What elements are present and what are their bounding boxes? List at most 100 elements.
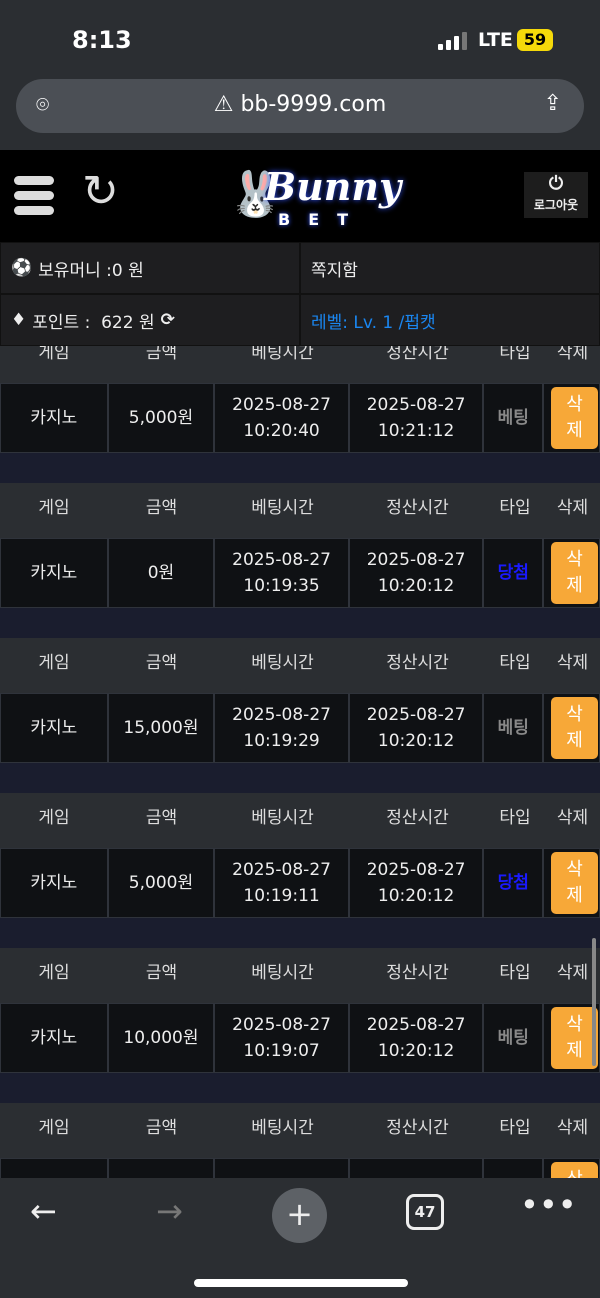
- column-header: 정산시간: [386, 963, 449, 983]
- settle-date: 2025-08-27: [366, 860, 466, 880]
- messages-link[interactable]: 쪽지함: [300, 242, 600, 294]
- logo[interactable]: 🐰 Bunny BET: [228, 160, 401, 232]
- column-header: 금액: [145, 808, 178, 828]
- settle-date: 2025-08-27: [366, 550, 466, 570]
- game-cell: [1, 1159, 107, 1178]
- column-header: 정산시간: [386, 1118, 449, 1138]
- column-header: 게임: [38, 653, 70, 673]
- column-header: 정산시간: [386, 653, 449, 673]
- amount-cell: 5,000원: [108, 384, 214, 452]
- settle-time-cell: 2025-08-27 10:20:12: [349, 849, 483, 917]
- account-info: ⚽ 보유머니 :0 원 쪽지함 ♦ 포인트 : 622 원 ⟳ 레벨: Lv. 1 /…: [0, 242, 600, 346]
- power-icon: ⏻: [548, 173, 564, 194]
- delete-cell: 삭 제: [544, 849, 599, 917]
- bet-time: 10:19:07: [243, 1041, 320, 1061]
- bet-time: 10:19:35: [243, 576, 320, 596]
- type-cell: 베팅: [484, 384, 543, 452]
- column-header: 게임: [38, 808, 70, 828]
- settle-date: 2025-08-27: [366, 705, 466, 725]
- type-cell: [484, 1159, 543, 1178]
- record-header: 게임 금액 베팅시간 정산시간 타입 삭제: [0, 948, 600, 1003]
- record-header: 게임 금액 베팅시간 정산시간 타입 삭제: [0, 483, 600, 538]
- game-cell: 카지노: [1, 694, 107, 762]
- delete-cell: 삭 제: [544, 1004, 599, 1072]
- record-header: 게임 금액 베팅시간 정산시간 타입 삭제: [0, 638, 600, 693]
- column-header: 게임: [38, 343, 70, 363]
- table-row: 카지노 0원 2025-08-27 10:19:35 2025-08-27 10:20:1…: [0, 538, 600, 608]
- amount-cell: [108, 1159, 214, 1178]
- ball-icon: ⚽: [11, 258, 33, 278]
- bet-record: 게임 금액 베팅시간 정산시간 타입 삭제 카지노 5,000원 2025-08-27 10:19…: [0, 793, 600, 948]
- bet-time-cell: 2025-08-27 10:19:11: [215, 849, 348, 917]
- bet-record: 게임 금액 베팅시간 정산시간 타입 삭제 카지노 10,000원 2025-08-27 10:1…: [0, 948, 600, 1103]
- url-text[interactable]: ⚠ bb-9999.com: [213, 92, 387, 117]
- column-header: 정산시간: [386, 343, 449, 363]
- delete-button[interactable]: 삭 제: [551, 542, 599, 604]
- record-header: 게임 금액 베팅시간 정산시간 타입 삭제: [0, 1103, 600, 1158]
- signal-icon: [438, 32, 467, 50]
- record-header: 게임 금액 베팅시간 정산시간 타입 삭제: [0, 328, 600, 383]
- lens-icon[interactable]: ⌾: [36, 93, 50, 118]
- column-header: 베팅시간: [251, 963, 314, 983]
- amount-cell: 10,000원: [108, 1004, 214, 1072]
- back-icon[interactable]: ←: [30, 1192, 57, 1230]
- points-refresh-icon[interactable]: ⟳: [160, 310, 175, 330]
- column-header: 삭제: [556, 498, 589, 518]
- delete-button[interactable]: 삭 제: [551, 387, 599, 449]
- top-nav: ↻ 🐰 Bunny BET ⏻ 로그아웃: [0, 150, 600, 242]
- column-header: 삭제: [556, 963, 589, 983]
- money-label: 보유머니 :0 원: [38, 260, 144, 281]
- table-row: 카지노 15,000원 2025-08-27 10:19:29 2025-08-27 10…: [0, 693, 600, 763]
- type-cell: 베팅: [484, 1004, 543, 1072]
- messages-label: 쪽지함: [311, 260, 358, 281]
- column-header: 베팅시간: [251, 808, 314, 828]
- logout-button[interactable]: ⏻ 로그아웃: [524, 172, 588, 218]
- bet-time: 10:20:40: [243, 421, 320, 441]
- settle-time: 10:21:12: [377, 421, 455, 441]
- delete-cell: 삭 제: [544, 1159, 599, 1178]
- bet-record: 게임 금액 베팅시간 정산시간 타입 삭제 카지노 0원 2025-08-27 10:19:35 2…: [0, 483, 600, 638]
- delete-button[interactable]: 삭 제: [551, 697, 599, 759]
- logo-text: Bunny: [264, 164, 402, 209]
- settle-time: 10:20:12: [377, 886, 455, 906]
- table-row: 2025-08-272025-08-27 삭 제: [0, 1158, 600, 1178]
- delete-button[interactable]: 삭 제: [551, 1007, 599, 1069]
- column-header: 금액: [145, 963, 178, 983]
- column-header: 타입: [499, 808, 531, 828]
- bet-time-cell: 2025-08-27 10:19:35: [215, 539, 348, 607]
- column-header: 금액: [145, 343, 178, 363]
- delete-cell: 삭 제: [544, 384, 599, 452]
- delete-button[interactable]: 삭 제: [551, 1162, 599, 1178]
- logout-label: 로그아웃: [533, 198, 579, 212]
- settle-date: 2025-08-27: [366, 395, 466, 415]
- column-header: 타입: [499, 963, 531, 983]
- bet-time-cell: 2025-08-27 10:19:29: [215, 694, 348, 762]
- column-header: 금액: [145, 1118, 178, 1138]
- menu-icon[interactable]: [14, 176, 54, 221]
- settle-time-cell: 2025-08-27 10:20:12: [349, 1004, 483, 1072]
- column-header: 금액: [145, 498, 178, 518]
- address-bar[interactable]: ⌾ ⚠ bb-9999.com ⇪: [16, 79, 584, 133]
- url: bb-9999.com: [240, 92, 387, 117]
- bet-time-cell: 2025-08-27 10:19:07: [215, 1004, 348, 1072]
- column-header: 정산시간: [386, 498, 449, 518]
- more-icon[interactable]: •••: [520, 1186, 577, 1224]
- settle-time: 10:20:12: [377, 576, 455, 596]
- game-cell: 카지노: [1, 539, 107, 607]
- delete-button[interactable]: 삭 제: [551, 852, 599, 914]
- refresh-icon[interactable]: ↻: [82, 166, 119, 217]
- bet-time-cell: 2025-08-27: [215, 1159, 348, 1178]
- column-header: 타입: [499, 343, 531, 363]
- share-icon[interactable]: ⇪: [543, 91, 562, 116]
- column-header: 삭제: [556, 808, 589, 828]
- tabs-button[interactable]: 47: [406, 1194, 444, 1230]
- network-label: LTE: [478, 29, 513, 51]
- new-tab-icon[interactable]: +: [272, 1188, 327, 1243]
- settle-time-cell: 2025-08-27 10:20:12: [349, 694, 483, 762]
- settle-time-cell: 2025-08-27 10:20:12: [349, 539, 483, 607]
- scrollbar[interactable]: [592, 938, 596, 1066]
- column-header: 타입: [499, 653, 531, 673]
- forward-icon[interactable]: →: [156, 1192, 183, 1230]
- column-header: 삭제: [556, 1118, 589, 1138]
- level-link[interactable]: 레벨: Lv. 1 /펍캣: [300, 294, 600, 346]
